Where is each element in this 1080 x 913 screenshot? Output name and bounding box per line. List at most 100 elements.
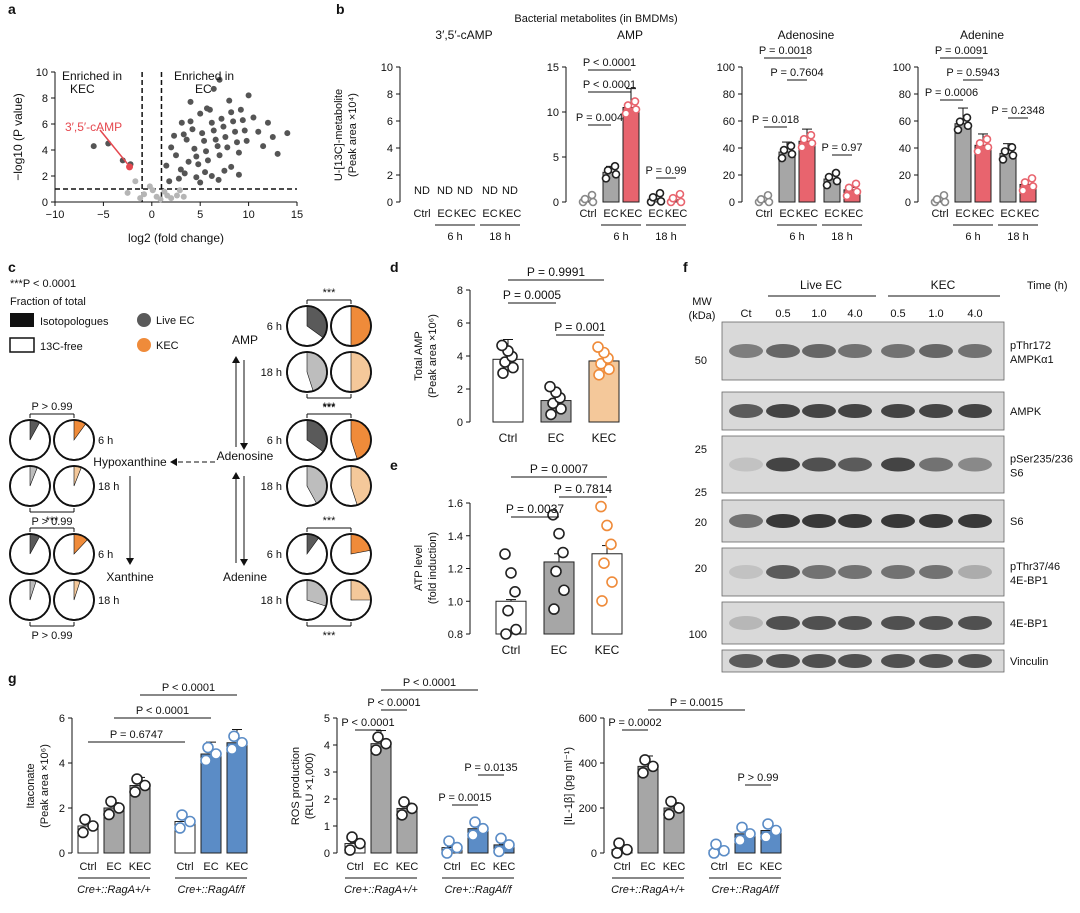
b-ytick-label: 80 — [723, 89, 735, 101]
a-point — [175, 175, 182, 182]
c-time-label: 18 h — [261, 367, 282, 379]
panel-label-b: b — [336, 1, 345, 17]
f-blot-band — [802, 404, 836, 418]
c-pie-slice — [350, 305, 372, 347]
f-row-label: Vinculin — [1010, 656, 1048, 668]
b-data-point — [1008, 151, 1018, 160]
e-data-point — [548, 603, 560, 615]
b-category-label: EC — [779, 208, 794, 220]
e-ylabel: ATP level — [413, 545, 425, 591]
a-point — [221, 167, 228, 174]
f-blot-band — [729, 344, 763, 358]
a-point — [284, 130, 291, 137]
g-stat-label: P < 0.0001 — [367, 697, 420, 709]
g-ytick-label: 2 — [324, 794, 330, 806]
b-subpanel-title: 3′,5′-cAMP — [435, 28, 492, 42]
g-data-point — [441, 847, 453, 859]
a-point — [180, 131, 187, 138]
b-category-label: EC — [955, 208, 970, 220]
g-data-point — [372, 731, 384, 743]
g-data-point — [443, 835, 455, 847]
b-stat-label: P = 0.018 — [752, 114, 799, 126]
f-blot-band — [919, 344, 953, 358]
b-subpanel-title: Adenine — [960, 28, 1004, 42]
b-category-label: Ctrl — [413, 208, 430, 220]
d-ytick-label: 0 — [457, 417, 463, 429]
b-data-point — [962, 113, 972, 122]
a-point — [274, 150, 281, 157]
b-stat-label: P < 0.0001 — [583, 79, 636, 91]
d-data-point — [507, 361, 519, 374]
a-point — [215, 176, 222, 183]
f-blot-band — [881, 654, 915, 668]
g-category-label: Ctrl — [613, 861, 630, 873]
c-pie-outline — [330, 579, 372, 621]
g-category-label: EC — [203, 861, 218, 873]
a-point — [230, 118, 237, 125]
b-subpanel-title: Adenosine — [778, 28, 835, 42]
b-category-label: EC — [824, 208, 839, 220]
f-blot-band — [881, 616, 915, 630]
f-mw-marker: 20 — [695, 563, 707, 575]
b-data-point — [982, 134, 992, 144]
a-point — [269, 134, 276, 140]
f-blot-band — [802, 457, 836, 472]
g-data-point — [467, 829, 479, 841]
g-stat-label: P = 0.0015 — [670, 697, 723, 709]
b-stat-label: P = 0.004 — [576, 112, 623, 124]
b-data-point — [610, 161, 620, 171]
a-highlight-label: 3′,5′-cAMP — [65, 120, 122, 134]
b-data-point — [779, 145, 789, 155]
f-blot-band — [802, 616, 836, 630]
c-stat-label: P > 0.99 — [31, 630, 72, 642]
b-ytick-label: 5 — [553, 152, 559, 164]
g-data-point — [495, 832, 507, 845]
g-stat-label: P = 0.6747 — [110, 729, 163, 741]
e-category-label: Ctrl — [502, 643, 521, 657]
g-data-point — [226, 743, 238, 756]
b-subpanel-title: AMP — [617, 28, 643, 42]
f-blot-band — [766, 404, 800, 418]
g-data-point — [103, 808, 115, 821]
f-blot-band — [766, 616, 800, 630]
g-category-label: KEC — [129, 861, 152, 873]
g-bar — [200, 753, 222, 854]
a-point — [171, 132, 178, 139]
d-data-point — [592, 341, 604, 353]
g-data-point — [406, 802, 418, 815]
a-point — [187, 98, 194, 105]
c-pie-outline — [286, 419, 328, 461]
b-data-point — [675, 189, 685, 199]
f-blot-band — [838, 565, 872, 579]
a-point — [212, 136, 219, 143]
c-node-label: Adenosine — [217, 449, 274, 463]
a-point — [187, 118, 194, 125]
g-data-point — [621, 843, 633, 856]
b-category-label: EC — [482, 208, 497, 220]
g-genotype-label: Cre+::RagA+/+ — [77, 884, 151, 896]
b-category-label: KEC — [841, 208, 864, 220]
c-arrow-head — [232, 356, 240, 363]
g-data-point — [176, 809, 188, 821]
b-data-point — [824, 172, 834, 182]
b-ytick-label: 60 — [899, 116, 911, 128]
g-category-label: Ctrl — [443, 861, 460, 873]
f-blot-band — [729, 565, 763, 579]
b-data-point — [842, 191, 852, 201]
b-data-point — [932, 195, 942, 204]
b-stat-label: P = 0.0018 — [759, 45, 812, 57]
b-data-point — [1000, 147, 1010, 156]
a-xtick-label: −10 — [46, 209, 65, 221]
g-category-label: EC — [640, 861, 655, 873]
a-annot-right: EC — [195, 82, 212, 96]
b-data-point — [630, 97, 640, 106]
b-stat-label: P < 0.0001 — [583, 57, 636, 69]
d-ytick-label: 8 — [457, 285, 463, 297]
d-category-label: EC — [548, 431, 565, 445]
f-row-label: AMPKα1 — [1010, 354, 1054, 366]
g-data-point — [734, 834, 746, 847]
a-point — [181, 170, 188, 177]
e-data-point — [509, 586, 521, 598]
b-ytick-label: 6 — [387, 116, 393, 128]
f-blot-band — [881, 514, 915, 528]
